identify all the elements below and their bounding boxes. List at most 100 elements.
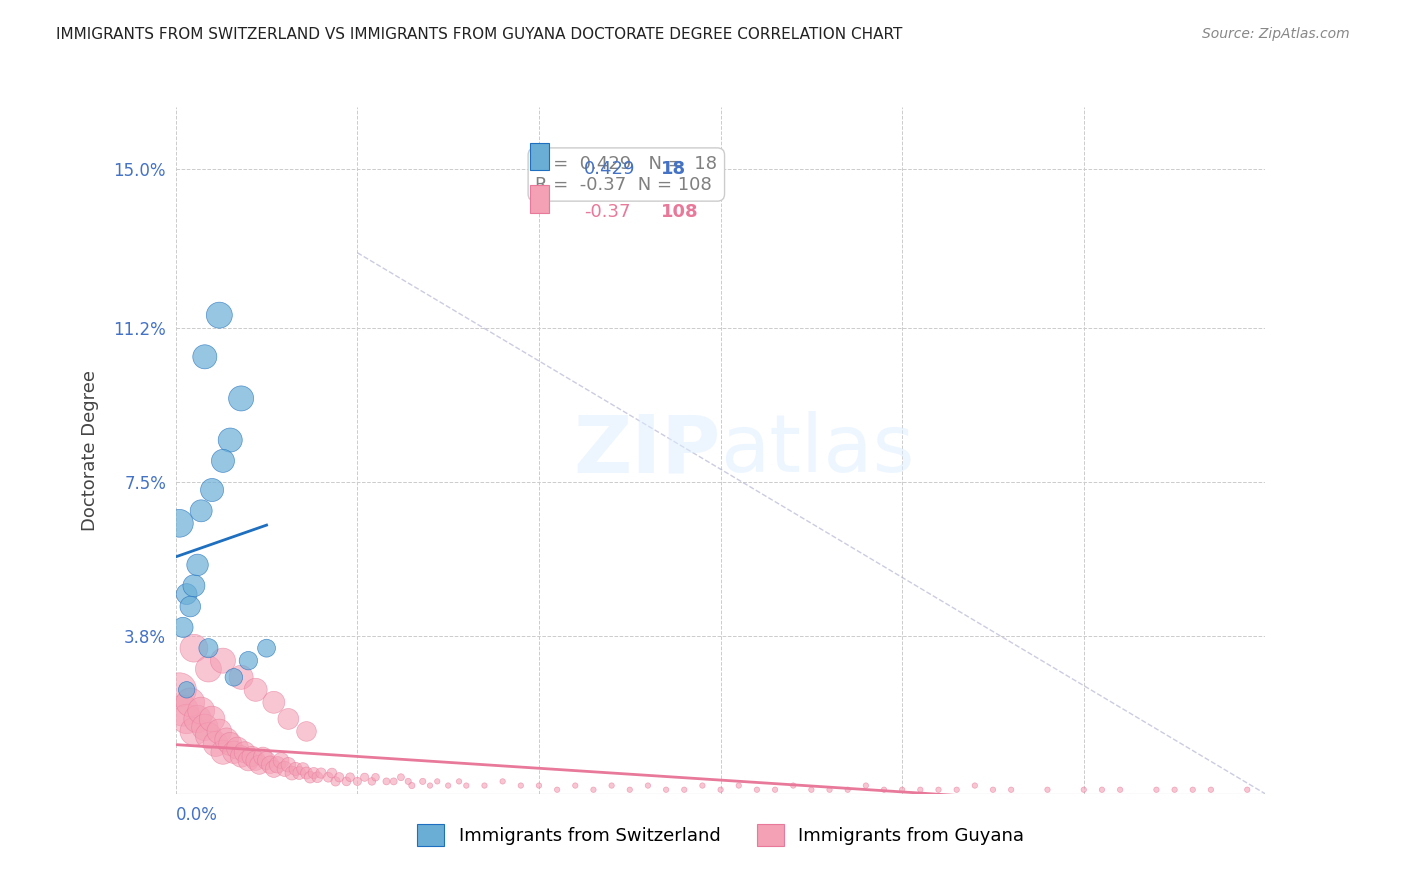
Point [274,762,297,776]
Point [208,724,231,739]
Point [190,504,212,518]
Point [219,737,242,751]
Point [412,774,434,789]
Point [176,682,198,697]
Text: 108: 108 [661,202,699,220]
Point [263,762,285,776]
Point [745,782,768,797]
Point [782,779,804,793]
Point [318,770,340,784]
Point [401,779,423,793]
Text: 0.0%: 0.0% [176,806,218,824]
Point [1109,782,1132,797]
FancyBboxPatch shape [530,186,550,213]
Point [212,745,235,759]
Point [194,350,217,364]
Point [727,779,749,793]
Point [564,779,586,793]
Point [252,749,274,764]
Point [321,766,343,780]
Point [231,749,253,764]
Text: ZIP: ZIP [574,411,721,490]
Point [238,654,260,668]
Point [245,682,267,697]
Point [396,774,419,789]
Point [299,770,322,784]
Point [238,754,260,768]
Point [546,782,568,797]
Point [1146,782,1168,797]
Point [364,770,387,784]
Point [169,516,191,531]
Point [692,779,714,793]
Point [855,779,877,793]
Point [259,757,281,772]
Text: R =  0.429   N =  18
R =  -0.37  N = 108: R = 0.429 N = 18 R = -0.37 N = 108 [536,155,717,194]
Point [208,308,231,322]
Point [245,754,267,768]
Point [231,670,253,684]
Legend: Immigrants from Switzerland, Immigrants from Guyana: Immigrants from Switzerland, Immigrants … [411,817,1031,854]
Point [222,670,245,684]
Point [204,737,226,751]
Point [582,782,605,797]
Point [600,779,623,793]
Point [328,770,350,784]
Point [256,754,278,768]
Text: -0.37: -0.37 [585,202,631,220]
Point [302,766,325,780]
Point [910,782,932,797]
Point [928,782,950,797]
Point [222,745,245,759]
Point [307,770,329,784]
Point [891,782,914,797]
Point [226,741,249,756]
Point [197,729,219,743]
Point [673,782,696,797]
Point [197,641,219,656]
Point [325,774,347,789]
Y-axis label: Doctorate Degree: Doctorate Degree [82,370,100,531]
Point [172,704,194,718]
Point [945,782,967,797]
Point [710,782,733,797]
Point [240,749,263,764]
Point [1091,782,1114,797]
Point [201,483,224,497]
Point [1181,782,1204,797]
Point [419,779,441,793]
Point [266,757,288,772]
Text: Source: ZipAtlas.com: Source: ZipAtlas.com [1202,27,1350,41]
Point [353,770,375,784]
Point [263,695,285,709]
Point [212,654,235,668]
Point [339,770,361,784]
Point [655,782,678,797]
Point [619,782,641,797]
Point [179,695,201,709]
Point [1163,782,1185,797]
Point [215,732,238,747]
Point [233,745,256,759]
Point [256,641,278,656]
Point [190,704,212,718]
Point [194,720,217,734]
Point [981,782,1004,797]
Point [284,762,307,776]
Point [873,782,896,797]
Point [1073,782,1095,797]
FancyBboxPatch shape [530,143,550,170]
Point [474,779,496,793]
Point [288,766,311,780]
Point [1199,782,1222,797]
Point [219,433,242,447]
Point [197,662,219,676]
Point [183,641,205,656]
Point [277,712,299,726]
Point [426,774,449,789]
Point [309,766,332,780]
Point [270,754,292,768]
Point [456,779,478,793]
Point [201,712,224,726]
Point [295,766,318,780]
